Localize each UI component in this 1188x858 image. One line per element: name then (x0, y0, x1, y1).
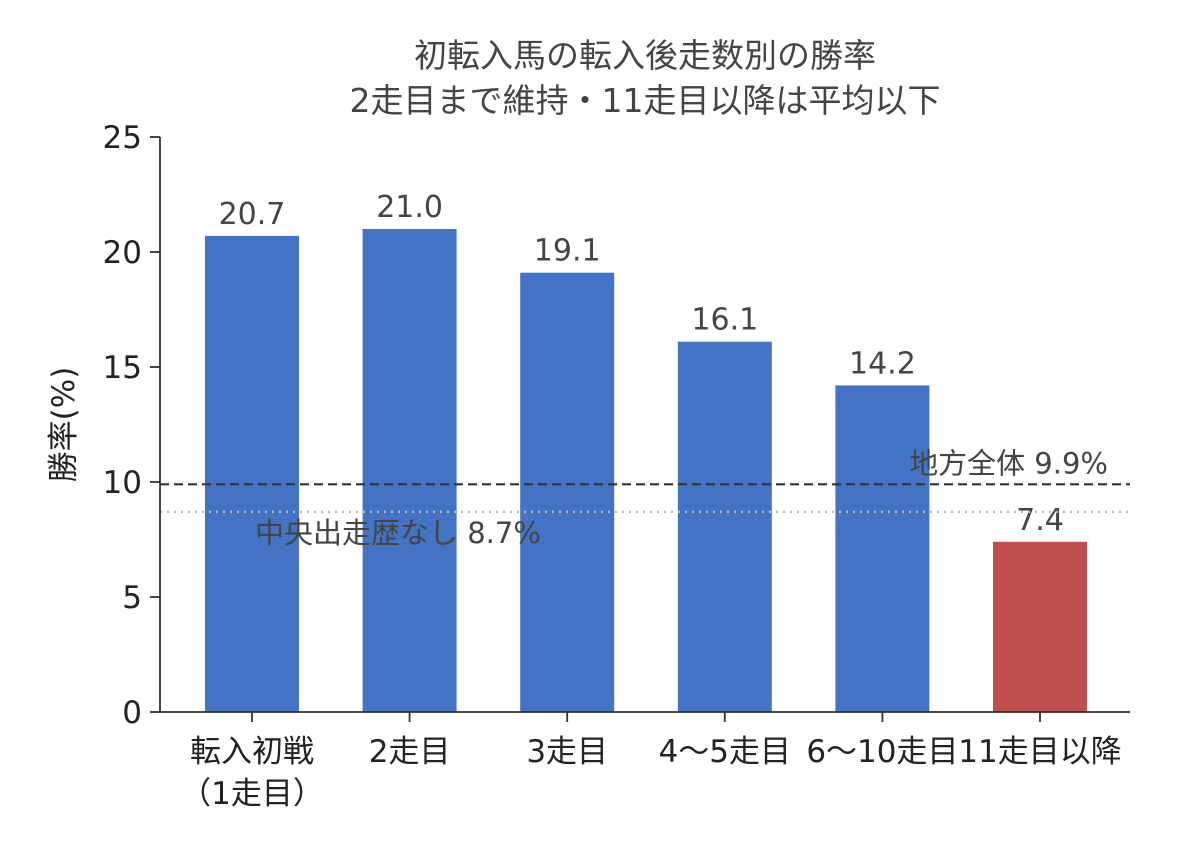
y-tick-label: 10 (103, 465, 142, 501)
x-tick-label: 6〜10走目 (806, 734, 958, 770)
bar (520, 272, 615, 712)
data-label: 20.7 (219, 197, 286, 232)
x-tick-label: 2走目 (369, 734, 451, 770)
reference-label-overall: 地方全体 9.9% (909, 446, 1108, 480)
plot-area: 20.7 21.0 19.1 16.1 14.2 7.4 地方全体 9.9% 中央出走歴なし … (160, 190, 1130, 712)
bar (677, 341, 772, 712)
y-tick-label: 15 (103, 350, 142, 386)
y-tick-label: 20 (103, 235, 142, 271)
y-axis-title: 勝率(%) (46, 367, 82, 483)
data-label: 16.1 (691, 303, 758, 338)
x-tick-label: 11走目以降 (958, 734, 1121, 770)
data-label: 21.0 (376, 190, 443, 225)
x-tick-label: 転入初戦 (190, 734, 314, 770)
y-axis: 0 5 10 15 20 25 勝率(%) (46, 120, 161, 731)
x-tick-label: 3走目 (526, 734, 608, 770)
y-tick-label: 25 (103, 120, 142, 156)
y-tick-label: 0 (122, 695, 142, 731)
title-line: 初転入馬の転入後走数別の勝率 (414, 36, 876, 75)
data-label: 14.2 (849, 346, 916, 381)
reference-label-no-jra: 中央出走歴なし 8.7% (255, 516, 541, 550)
x-tick-label: 4〜5走目 (659, 734, 791, 770)
chart-title: 初転入馬の転入後走数別の勝率 2走目まで維持・11走目以降は平均以下 (350, 36, 941, 120)
title-line: 2走目まで維持・11走目以降は平均以下 (350, 81, 941, 120)
x-axis: 転入初戦 （1走目） 2走目 3走目 4〜5走目 6〜10走目 11走目以降 (160, 711, 1130, 812)
y-tick-label: 5 (122, 580, 142, 616)
x-tick-label: （1走目） (180, 776, 324, 812)
data-label: 19.1 (534, 234, 601, 269)
data-label: 7.4 (1016, 503, 1064, 538)
bar (205, 235, 299, 712)
bar (362, 229, 457, 712)
bar (993, 541, 1087, 712)
bar (835, 385, 930, 712)
